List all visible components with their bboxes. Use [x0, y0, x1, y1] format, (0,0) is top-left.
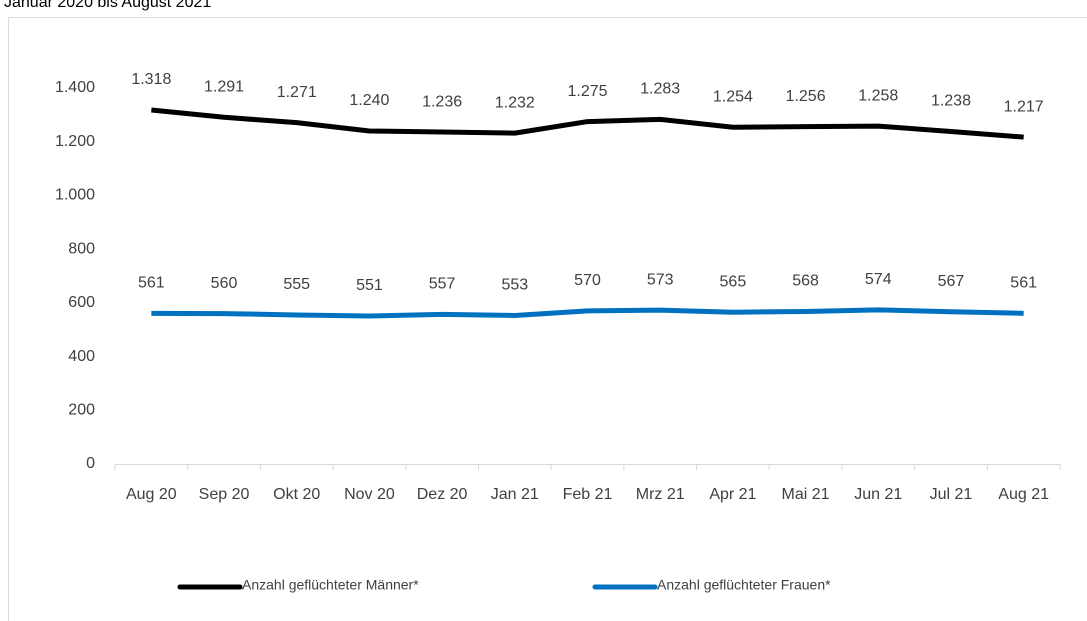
- data-label: 557: [429, 276, 456, 293]
- y-tick-label: 1.000: [55, 187, 95, 204]
- y-tick-label: 1.400: [55, 79, 95, 96]
- data-label: 1.275: [567, 83, 607, 100]
- data-label: 567: [938, 273, 965, 290]
- x-tick-label: Apr 21: [709, 486, 756, 503]
- data-label: 1.217: [1004, 98, 1044, 115]
- data-label: 555: [283, 276, 310, 293]
- data-label: 570: [574, 272, 601, 289]
- x-tick-label: Jul 21: [930, 486, 973, 503]
- x-tick-label: Jan 21: [491, 486, 539, 503]
- y-tick-label: 400: [68, 348, 95, 365]
- data-label: 568: [792, 273, 819, 290]
- data-label: 1.318: [131, 71, 171, 88]
- data-label: 553: [501, 277, 528, 294]
- data-label: 574: [865, 271, 892, 288]
- data-label: 1.238: [931, 93, 971, 110]
- legend-label: Anzahl geflüchteter Frauen*: [657, 577, 831, 593]
- y-tick-label: 800: [68, 240, 95, 257]
- data-label: 1.271: [277, 84, 317, 101]
- data-label: 1.254: [713, 88, 753, 105]
- series-line: [151, 307, 1024, 319]
- x-tick-label: Aug 21: [998, 486, 1049, 503]
- data-label: 573: [647, 271, 674, 288]
- data-label: 1.291: [204, 78, 244, 95]
- x-tick-label: Mrz 21: [636, 486, 685, 503]
- data-label: 561: [1010, 275, 1037, 292]
- data-label: 1.232: [495, 94, 535, 111]
- x-tick-label: Feb 21: [563, 486, 613, 503]
- data-label: 560: [211, 275, 238, 292]
- chart-title: Januar 2020 bis August 2021: [4, 0, 211, 11]
- data-label: 561: [138, 275, 165, 292]
- data-label: 1.240: [349, 92, 389, 109]
- y-tick-label: 0: [86, 455, 95, 472]
- x-tick-label: Nov 20: [344, 486, 395, 503]
- y-tick-label: 600: [68, 294, 95, 311]
- series-line: [151, 107, 1024, 140]
- y-tick-label: 200: [68, 402, 95, 419]
- data-label: 1.256: [786, 88, 826, 105]
- x-tick-label: Jun 21: [854, 486, 902, 503]
- data-label: 565: [720, 273, 747, 290]
- data-label: 1.283: [640, 81, 680, 98]
- x-tick-label: Okt 20: [273, 486, 320, 503]
- legend-label: Anzahl geflüchteter Männer*: [242, 577, 419, 593]
- y-tick-label: 1.200: [55, 133, 95, 150]
- data-label: 1.258: [858, 87, 898, 104]
- data-label: 1.236: [422, 93, 462, 110]
- data-label: 551: [356, 277, 383, 294]
- x-tick-label: Aug 20: [126, 486, 177, 503]
- x-tick-label: Sep 20: [199, 486, 250, 503]
- x-tick-label: Mai 21: [782, 486, 830, 503]
- x-tick-label: Dez 20: [417, 486, 468, 503]
